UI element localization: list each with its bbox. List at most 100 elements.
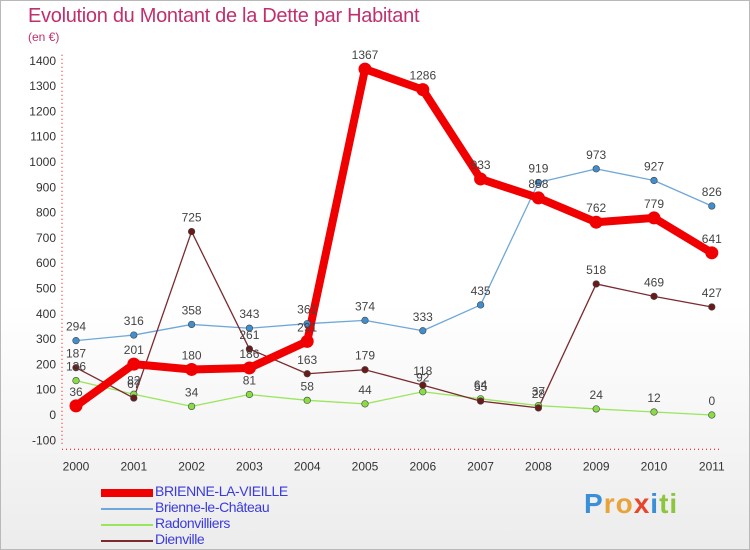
data-point	[531, 191, 545, 205]
data-point	[416, 83, 430, 97]
data-point	[72, 364, 80, 372]
data-label: 81	[243, 374, 257, 388]
logo-letter: i	[669, 488, 679, 519]
data-label: 518	[586, 263, 606, 277]
data-point	[303, 396, 311, 404]
data-point	[708, 303, 716, 311]
y-tick-label: 600	[36, 256, 56, 270]
series-line	[75, 230, 713, 409]
data-label: 919	[528, 161, 548, 175]
x-tick-label: 2003	[236, 459, 263, 473]
logo-letter: t	[659, 488, 670, 519]
data-point	[419, 388, 427, 396]
data-label: 28	[532, 387, 546, 401]
y-tick-label: 1400	[29, 54, 56, 68]
data-point	[188, 402, 196, 410]
x-tick-label: 2000	[63, 459, 90, 473]
x-tick-label: 2007	[467, 459, 494, 473]
data-point	[242, 361, 256, 375]
data-point	[477, 397, 485, 405]
data-label: 641	[702, 232, 722, 246]
data-label: 826	[702, 185, 722, 199]
data-label: 1367	[352, 48, 379, 62]
data-label: 358	[182, 303, 202, 317]
data-point	[303, 370, 311, 378]
y-tick-label: 900	[36, 180, 56, 194]
x-tick-label: 2011	[699, 459, 725, 473]
data-label: 92	[416, 371, 430, 385]
legend-line	[101, 540, 153, 542]
data-point	[477, 301, 485, 309]
data-label: 725	[182, 211, 202, 225]
data-point	[72, 337, 80, 345]
chart-unit: (en €)	[28, 30, 60, 44]
y-tick-label: 1000	[29, 155, 56, 169]
legend-line	[101, 489, 153, 497]
data-label: 179	[355, 349, 375, 363]
data-label: 973	[586, 148, 606, 162]
data-point	[650, 292, 658, 300]
series-line	[75, 379, 713, 416]
chart-title: Evolution du Montant de la Dette par Hab…	[28, 5, 420, 27]
data-point	[358, 62, 372, 76]
x-tick-label: 2001	[120, 459, 147, 473]
data-label: 118	[413, 364, 432, 378]
series-line	[75, 168, 713, 342]
data-point	[705, 246, 719, 260]
legend-line	[101, 524, 153, 526]
x-tick-label: 2008	[525, 459, 552, 473]
logo-letter: P	[584, 488, 604, 519]
data-label: 1286	[409, 69, 436, 83]
data-label: 374	[355, 299, 375, 313]
data-point	[592, 405, 600, 413]
x-tick-label: 2006	[409, 459, 436, 473]
data-point	[474, 172, 488, 186]
data-label: 361	[297, 303, 317, 317]
data-point	[245, 345, 253, 353]
data-label: 427	[702, 286, 722, 300]
data-label: 858	[528, 177, 548, 191]
data-point	[130, 331, 138, 339]
series-line	[72, 65, 716, 410]
data-point	[185, 362, 199, 376]
data-point	[130, 394, 138, 402]
logo-letter: x	[633, 488, 651, 519]
data-label: 37	[532, 385, 546, 399]
data-point	[69, 399, 83, 413]
y-tick-label: 700	[36, 231, 56, 245]
y-tick-label: 1300	[29, 79, 56, 93]
data-point	[647, 211, 661, 225]
data-label: 34	[185, 385, 199, 399]
legend-line	[101, 508, 153, 510]
data-point	[708, 202, 716, 210]
x-tick-label: 2002	[178, 459, 205, 473]
y-tick-label: 400	[36, 307, 56, 321]
data-point	[650, 408, 658, 416]
data-point	[534, 404, 543, 412]
data-label: 201	[124, 343, 144, 357]
data-label: 36	[69, 385, 83, 399]
data-label: 187	[66, 347, 86, 361]
data-label: 291	[297, 320, 317, 334]
y-tick-label: 0	[49, 408, 56, 422]
data-label: 24	[590, 388, 604, 402]
logo-letter: r	[603, 488, 616, 519]
data-point	[361, 400, 369, 408]
data-label: 180	[182, 348, 202, 362]
x-tick-label: 2010	[641, 459, 668, 473]
data-label: 343	[239, 307, 259, 321]
y-tick-label: 1200	[29, 104, 56, 118]
data-point	[592, 280, 600, 288]
data-label: 261	[239, 328, 259, 342]
y-tick-label: -100	[32, 433, 56, 447]
data-label: 136	[66, 360, 86, 374]
data-label: 55	[474, 380, 488, 394]
y-tick-label: 800	[36, 206, 56, 220]
data-point	[650, 176, 658, 185]
data-label: 779	[644, 197, 664, 211]
data-label: 933	[471, 158, 491, 172]
data-point	[72, 376, 80, 385]
data-point	[361, 366, 369, 374]
